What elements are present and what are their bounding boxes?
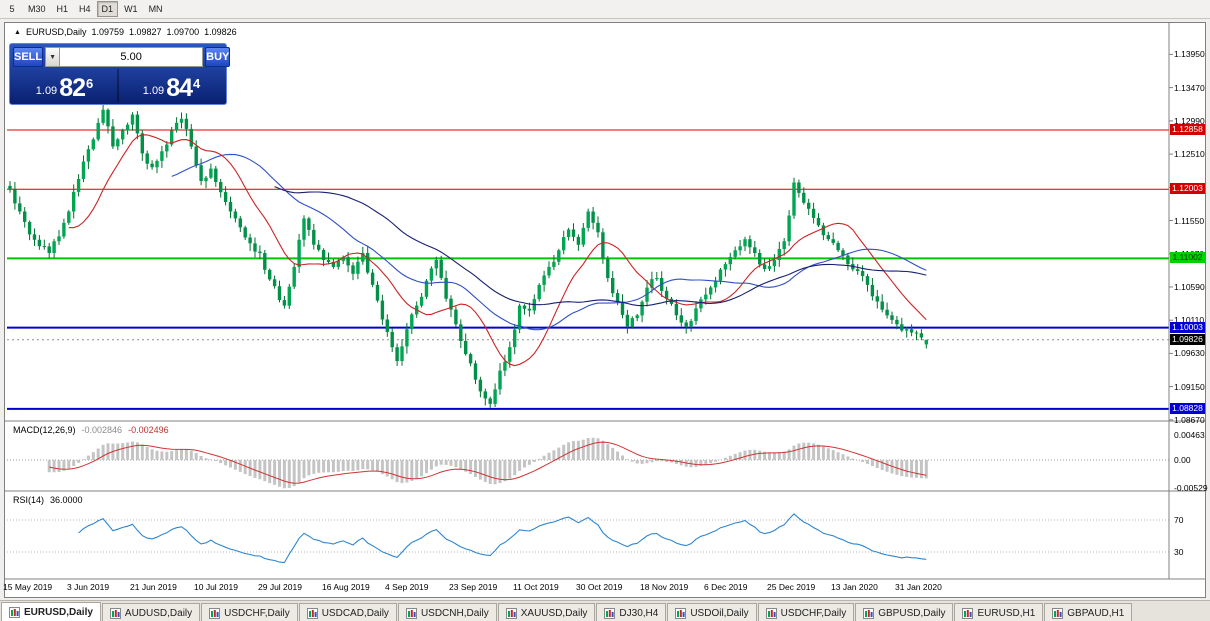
tab-USDOil-Daily[interactable]: USDOil,Daily	[667, 603, 757, 621]
tab-label: EURUSD,Daily	[24, 607, 93, 618]
timeframe-H4-button[interactable]: H4	[74, 1, 96, 17]
tab-label: USDCAD,Daily	[321, 607, 389, 619]
chart-icon	[405, 607, 417, 619]
bid-big-digits: 82	[59, 74, 86, 102]
chart-icon	[9, 607, 20, 618]
timeframe-M30-button[interactable]: M30	[23, 1, 51, 17]
price-axis[interactable]	[1169, 23, 1205, 579]
tab-USDCHF-Daily[interactable]: USDCHF,Daily	[201, 603, 298, 621]
chart-icon	[675, 607, 687, 619]
chart-icon	[765, 607, 777, 619]
tab-label: USDCHF,Daily	[780, 607, 847, 619]
tab-USDCNH-Daily[interactable]: USDCNH,Daily	[397, 603, 497, 621]
ask-pipette: 4	[193, 76, 201, 91]
timeframe-W1-button[interactable]: W1	[119, 1, 143, 17]
macd-pane[interactable]	[5, 421, 1169, 491]
chart-tabs-bar: EURUSD,Daily AUDUSD,Daily USDCHF,Daily USDC…	[0, 600, 1210, 621]
tab-USDCAD-Daily[interactable]: USDCAD,Daily	[298, 603, 397, 621]
tab-USDCHF-Daily[interactable]: USDCHF,Daily	[757, 603, 855, 621]
chart-icon	[1052, 607, 1064, 619]
lot-dropdown-button[interactable]: ▼	[45, 47, 61, 67]
timeframe-MN-button[interactable]: MN	[143, 1, 168, 17]
tab-label: GBPUSD,Daily	[878, 607, 946, 619]
tab-DJ30-H4[interactable]: DJ30,H4	[596, 603, 667, 621]
buy-button[interactable]: BUY	[205, 47, 231, 67]
chart-window: ▲ EURUSD,Daily 1.09759 1.09827 1.09700 1…	[3, 22, 1208, 598]
tab-XAUUSD-Daily[interactable]: XAUUSD,Daily	[497, 603, 596, 621]
chart-icon	[306, 607, 318, 619]
ask-prefix: 1.09	[142, 85, 165, 97]
tab-label: USDCHF,Daily	[224, 607, 290, 619]
ask-big-digits: 84	[166, 74, 193, 102]
chart-icon	[109, 607, 121, 619]
tab-label: GBPAUD,H1	[1067, 607, 1125, 619]
sell-button[interactable]: SELL	[13, 47, 44, 67]
chart-icon	[604, 607, 616, 619]
bid-price-display[interactable]: 1.09 82 6	[13, 69, 116, 102]
bid-prefix: 1.09	[35, 85, 58, 97]
chart-icon	[863, 607, 875, 619]
tab-GBPAUD-H1[interactable]: GBPAUD,H1	[1044, 603, 1133, 621]
timeframe-toolbar: 5 M30 H1 H4 D1 W1 MN	[0, 0, 1210, 19]
quote-divider	[117, 69, 119, 102]
chart-icon	[505, 607, 517, 619]
chevron-down-icon: ▼	[49, 53, 57, 61]
tab-label: DJ30,H4	[619, 607, 659, 619]
tab-EURUSD-H1[interactable]: EURUSD,H1	[954, 603, 1044, 621]
tab-GBPUSD-Daily[interactable]: GBPUSD,Daily	[855, 603, 954, 621]
tab-AUDUSD-Daily[interactable]: AUDUSD,Daily	[101, 603, 201, 621]
lot-size-input[interactable]	[60, 47, 204, 67]
tab-label: XAUUSD,Daily	[520, 607, 588, 619]
tab-label: USDOil,Daily	[690, 607, 749, 619]
rsi-pane[interactable]	[5, 491, 1169, 579]
chart-icon	[209, 607, 221, 619]
timeframe-D1-button[interactable]: D1	[96, 1, 119, 17]
timeframe-H1-button[interactable]: H1	[51, 1, 74, 17]
ask-price-display[interactable]: 1.09 84 4	[120, 69, 223, 102]
timeframe-5-button[interactable]: 5	[2, 1, 22, 17]
tab-label: EURUSD,H1	[977, 607, 1036, 619]
tab-EURUSD-Daily[interactable]: EURUSD,Daily	[1, 602, 101, 621]
tab-label: USDCNH,Daily	[420, 607, 489, 619]
date-axis[interactable]	[5, 579, 1205, 597]
tab-label: AUDUSD,Daily	[124, 607, 193, 619]
chart-icon	[962, 607, 974, 619]
bid-pipette: 6	[86, 76, 94, 91]
